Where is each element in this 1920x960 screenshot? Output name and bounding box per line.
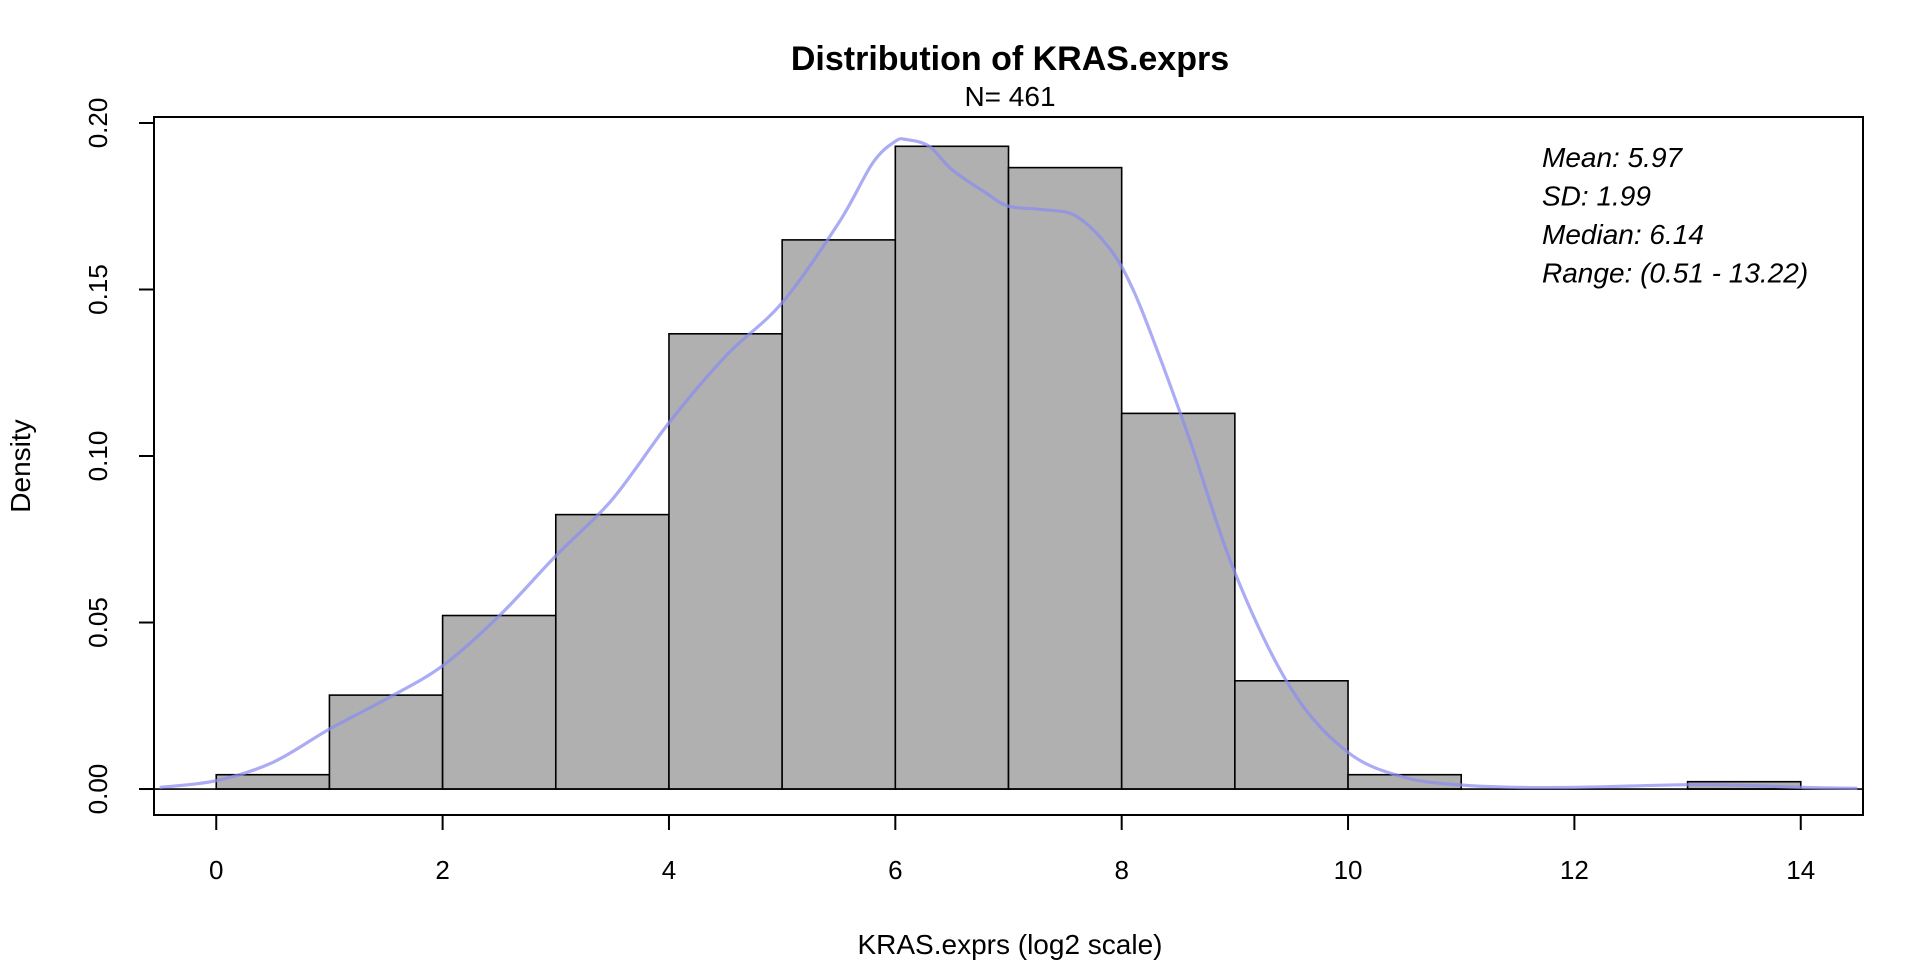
y-axis-label: Density xyxy=(5,419,36,512)
x-tick-label: 0 xyxy=(209,855,223,885)
histogram-bar-4 xyxy=(668,332,783,790)
x-axis-label: KRAS.exprs (log2 scale) xyxy=(857,929,1162,960)
histogram-bar-3 xyxy=(554,513,670,790)
x-axis: 0 2 4 6 8 10 12 14 xyxy=(209,814,1815,885)
histogram-bar-1 xyxy=(328,694,444,790)
x-tick-label: 2 xyxy=(435,855,449,885)
histogram-bars xyxy=(154,145,1863,790)
y-tick-label: 0.05 xyxy=(83,597,113,648)
stats-line: Range: (0.51 - 13.22) xyxy=(1542,258,1808,289)
histogram-bar-7 xyxy=(1007,166,1123,790)
y-tick-label: 0.10 xyxy=(83,431,113,482)
y-axis: 0.00 0.05 0.10 0.15 0.20 xyxy=(83,98,155,815)
stats-line: SD: 1.99 xyxy=(1542,181,1651,212)
x-tick-label: 8 xyxy=(1114,855,1128,885)
histogram-bar-8 xyxy=(1120,412,1236,790)
x-tick-label: 6 xyxy=(888,855,902,885)
x-tick-label: 14 xyxy=(1786,855,1815,885)
x-tick-label: 12 xyxy=(1560,855,1589,885)
histogram-bar-2 xyxy=(441,614,557,790)
density-curve xyxy=(159,137,1858,790)
stats-box: Mean: 5.97 SD: 1.99 Median: 6.14 Range: (0.… xyxy=(1542,142,1808,289)
y-tick-label: 0.00 xyxy=(83,764,113,815)
y-tick-label: 0.20 xyxy=(83,98,113,149)
histogram-bar-9 xyxy=(1234,679,1349,790)
stats-line: Median: 6.14 xyxy=(1542,219,1704,250)
chart-title: Distribution of KRAS.exprs xyxy=(791,40,1229,78)
histogram-bar-5 xyxy=(781,239,897,790)
stats-line: Mean: 5.97 xyxy=(1542,142,1684,173)
histogram-bar-6 xyxy=(894,145,1010,790)
x-tick-label: 4 xyxy=(662,855,676,885)
x-tick-label: 10 xyxy=(1334,855,1363,885)
y-tick-label: 0.15 xyxy=(83,264,113,315)
chart-subtitle: N= 461 xyxy=(964,81,1055,112)
